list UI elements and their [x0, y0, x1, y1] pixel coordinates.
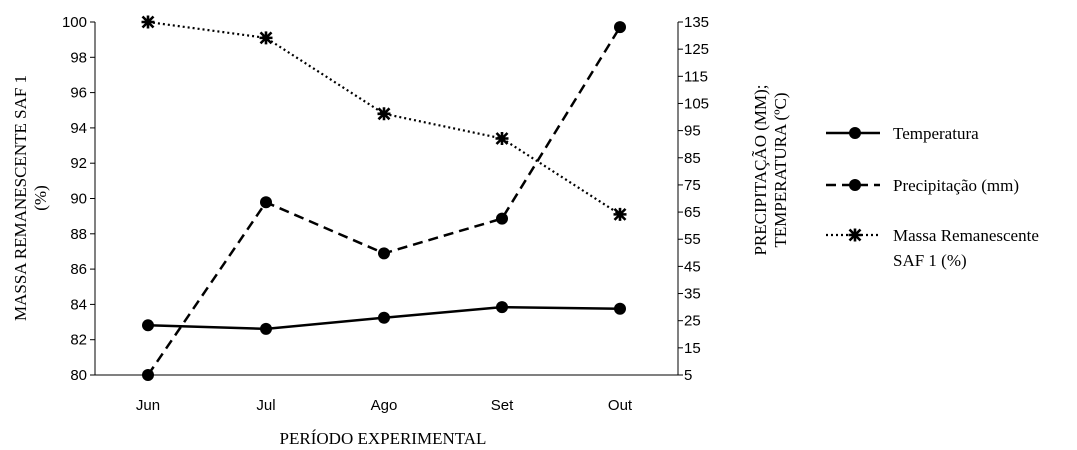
series-0: [142, 301, 626, 335]
series-line: [147, 20, 621, 216]
left-tick-label: 96: [70, 85, 87, 102]
right-tick-label: 105: [684, 95, 709, 112]
data-point: [378, 247, 390, 260]
legend-swatch-marker: [849, 179, 861, 191]
data-point: [614, 21, 626, 34]
legend-item: Temperatura: [826, 124, 979, 143]
series-2: [141, 15, 627, 221]
right-tick-label: 35: [684, 286, 701, 303]
right-tick-label: 75: [684, 177, 701, 194]
left-tick-label: 90: [70, 191, 87, 208]
right-tick-label: 125: [684, 41, 709, 58]
x-tick-label: Out: [608, 397, 633, 414]
legend-label: Massa Remanescente SAF 1 (%): [893, 226, 1039, 270]
left-tick-label: 94: [70, 120, 87, 137]
right-tick-label: 85: [684, 150, 701, 167]
x-tick-label: Ago: [371, 397, 398, 414]
left-axis-title-line: MASSA REMANESCENTE SAF 1: [11, 75, 30, 321]
right-tick-label: 65: [684, 204, 701, 221]
left-tick-label: 80: [70, 367, 87, 384]
legend-swatch-marker: [849, 127, 861, 139]
x-tick-label: Jun: [136, 397, 160, 414]
x-tick-label: Jul: [256, 397, 275, 414]
right-tick-label: 45: [684, 258, 701, 275]
data-point: [260, 322, 272, 335]
right-tick-label: 135: [684, 14, 709, 31]
right-axis-title-line: PRECIPITAÇÃO (MM);: [751, 84, 770, 255]
data-point: [260, 196, 272, 209]
right-tick-label: 95: [684, 123, 701, 140]
data-point: [141, 15, 155, 29]
x-tick-label: Set: [491, 397, 514, 414]
legend-item: Precipitação (mm): [826, 176, 1019, 195]
data-point: [142, 369, 154, 381]
right-tick-label: 115: [684, 68, 708, 85]
data-point: [613, 207, 627, 221]
left-tick-label: 100: [62, 14, 87, 31]
legend-label: Temperatura: [893, 124, 979, 143]
left-axis-title-line: (%): [31, 185, 50, 210]
right-tick-label: 5: [684, 367, 692, 384]
left-tick-label: 82: [70, 332, 87, 349]
data-point: [378, 311, 390, 324]
data-point: [496, 301, 508, 314]
left-tick-label: 92: [70, 155, 87, 172]
left-axis-title: MASSA REMANESCENTE SAF 1(%): [11, 75, 50, 321]
left-tick-label: 84: [70, 296, 87, 313]
left-tick-label: 88: [70, 226, 87, 243]
data-point: [614, 302, 626, 315]
right-axis-title: PRECIPITAÇÃO (MM);TEMPERATURA (ºC): [751, 84, 790, 255]
legend-label: Precipitação (mm): [893, 176, 1019, 195]
legend-item: Massa Remanescente SAF 1 (%): [826, 226, 1039, 270]
right-tick-label: 55: [684, 231, 701, 248]
data-point: [377, 107, 391, 121]
series-1: [142, 21, 626, 381]
data-point: [495, 131, 509, 145]
right-tick-label: 15: [684, 340, 701, 357]
series-layer: [141, 15, 627, 381]
left-tick-label: 98: [70, 49, 87, 66]
legend-swatch-marker: [848, 228, 862, 242]
left-tick-label: 86: [70, 261, 87, 278]
data-point: [259, 31, 273, 45]
right-tick-label: 25: [684, 313, 701, 330]
legend: Temperatura Precipitação (mm) Massa Remane…: [826, 124, 1039, 270]
data-point: [142, 319, 154, 332]
axes: 80 82 84 86 88 90 92 94 96 98 100 5 15 25 35 45 55 65 75 85…: [11, 14, 790, 448]
right-axis-title-line: TEMPERATURA (ºC): [771, 93, 790, 248]
x-axis-title: PERÍODO EXPERIMENTAL: [280, 429, 487, 448]
data-point: [496, 212, 508, 225]
